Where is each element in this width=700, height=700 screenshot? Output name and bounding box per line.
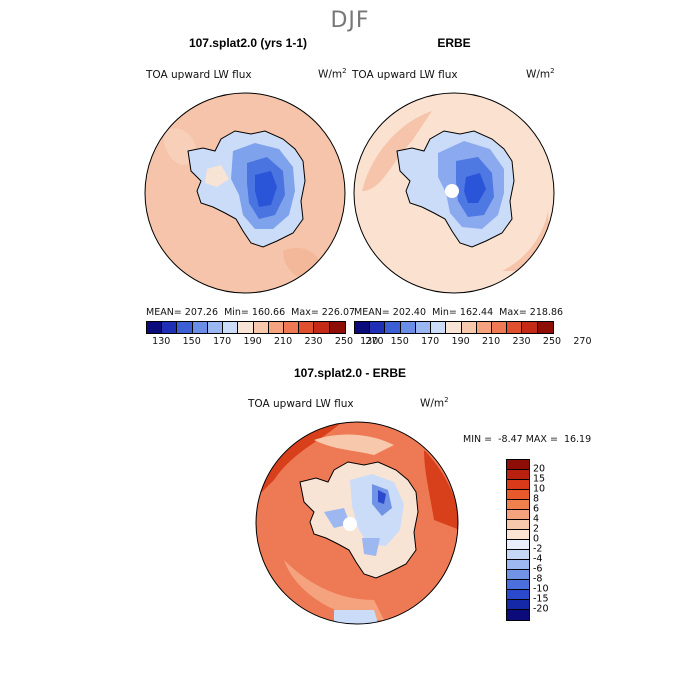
colorbar-label: 4 [533, 513, 540, 525]
panel-1-title: 107.splat2.0 (yrs 1-1) [188, 36, 308, 50]
colorbar-label: 6 [533, 503, 540, 515]
colorbar-swatch [507, 322, 523, 333]
colorbar-label: -6 [533, 563, 543, 575]
colorbar-swatch [507, 520, 529, 530]
colorbar-label: 15 [533, 473, 546, 485]
colorbar-swatch [491, 322, 508, 333]
colorbar-swatch [283, 322, 300, 333]
colorbar-label: 2 [533, 523, 540, 535]
colorbar-label: 20 [533, 463, 546, 475]
diff-colorbar-labels: 20 15 10 8 6 4 2 0 -2 -4 -6 -8 -10 -15 -20 [533, 459, 573, 619]
colorbar-swatch [147, 322, 163, 333]
colorbar-swatch [268, 322, 284, 333]
colorbar-swatch [223, 322, 239, 333]
colorbar-swatch [507, 480, 529, 490]
figure-title: DJF [330, 8, 370, 33]
colorbar-swatch [238, 322, 254, 333]
colorbar-swatch [507, 560, 529, 570]
colorbar-label: -2 [533, 543, 543, 555]
colorbar-swatch [446, 322, 462, 333]
panel-1-colorbar [146, 321, 346, 334]
colorbar-swatch [507, 470, 529, 480]
colorbar-swatch [314, 322, 330, 333]
colorbar-tick-label: 210 [273, 336, 293, 347]
colorbar-tick-label: 230 [304, 336, 323, 347]
colorbar-label: -4 [533, 553, 543, 565]
colorbar-swatch [507, 540, 529, 550]
colorbar-label: -15 [533, 593, 549, 605]
panel-3-title: 107.splat2.0 - ERBE [293, 366, 407, 380]
colorbar-tick-label: 190 [451, 336, 470, 347]
colorbar-tick-label: 150 [182, 336, 201, 347]
colorbar-swatch [507, 460, 529, 470]
panel-3-stats: MIN = -8.47 MAX = 16.19 [463, 434, 592, 445]
colorbar-swatch [385, 322, 401, 333]
colorbar-swatch [400, 322, 416, 333]
colorbar-tick-label: 150 [390, 336, 409, 347]
panel-2-title: ERBE [437, 36, 471, 50]
colorbar-tick-label: 210 [481, 336, 501, 347]
panel-1-variable: TOA upward LW flux [146, 69, 252, 81]
panel-3-map [255, 421, 459, 625]
colorbar-swatch [507, 500, 529, 510]
colorbar-tick-label: 270 [573, 336, 592, 347]
colorbar-swatch [253, 322, 269, 333]
colorbar-swatch [507, 580, 529, 590]
colorbar-swatch [507, 590, 529, 600]
colorbar-label: 8 [533, 493, 540, 505]
colorbar-swatch [537, 322, 553, 333]
colorbar-tick-label: 270 [365, 336, 384, 347]
colorbar-swatch [507, 550, 529, 560]
colorbar-swatch [507, 530, 529, 540]
colorbar-tick-label: 230 [512, 336, 531, 347]
colorbar-swatch [507, 510, 529, 520]
colorbar-swatch [192, 322, 208, 333]
panel-2-antarctica [396, 130, 515, 248]
panel-1-colorbar-ticks: 130 150 170 190 210 230 250 270 [146, 336, 383, 348]
colorbar-swatch [507, 490, 529, 500]
panel-2-variable: TOA upward LW flux [352, 69, 458, 81]
colorbar-swatch [461, 322, 477, 333]
colorbar-swatch [415, 322, 432, 333]
colorbar-tick-label: 170 [421, 336, 440, 347]
colorbar-swatch [162, 322, 178, 333]
colorbar-swatch [299, 322, 315, 333]
panel-3-antarctica [299, 461, 419, 579]
panel-1-stats: MEAN= 207.26 Min= 160.66 Max= 226.07 [146, 307, 356, 318]
colorbar-tick-label: 130 [152, 336, 171, 347]
colorbar-swatch [507, 600, 529, 610]
colorbar-label: -20 [533, 603, 549, 615]
colorbar-tick-label: 250 [334, 336, 354, 347]
colorbar-label: -10 [533, 583, 549, 595]
colorbar-tick-label: 190 [243, 336, 262, 347]
colorbar-tick-label: 250 [542, 336, 562, 347]
diff-colorbar [506, 459, 530, 621]
panel-2-colorbar-ticks: 130 150 170 190 210 230 250 270 [354, 336, 591, 348]
colorbar-swatch [431, 322, 447, 333]
panel-2-colorbar [354, 321, 554, 334]
colorbar-swatch [329, 322, 345, 333]
colorbar-swatch [370, 322, 386, 333]
colorbar-label: -8 [533, 573, 543, 585]
colorbar-swatch [507, 570, 529, 580]
panel-3-variable: TOA upward LW flux [248, 398, 354, 410]
panel-2-units: W/m2 [526, 67, 555, 81]
panel-1-antarctica [187, 130, 306, 248]
colorbar-tick-label: 130 [360, 336, 379, 347]
colorbar-swatch [522, 322, 538, 333]
panel-1-units: W/m2 [318, 67, 347, 81]
colorbar-swatch [476, 322, 492, 333]
colorbar-swatch [355, 322, 371, 333]
panel-2-map [353, 92, 555, 294]
colorbar-swatch [507, 610, 529, 620]
colorbar-tick-label: 170 [213, 336, 232, 347]
panel-1-map [144, 92, 346, 294]
panel-2-stats: MEAN= 202.40 Min= 162.44 Max= 218.86 [354, 307, 564, 318]
colorbar-swatch [207, 322, 224, 333]
colorbar-swatch [177, 322, 193, 333]
panel-3-units: W/m2 [420, 396, 449, 410]
colorbar-label: 0 [533, 533, 540, 545]
colorbar-label: 10 [533, 483, 546, 495]
